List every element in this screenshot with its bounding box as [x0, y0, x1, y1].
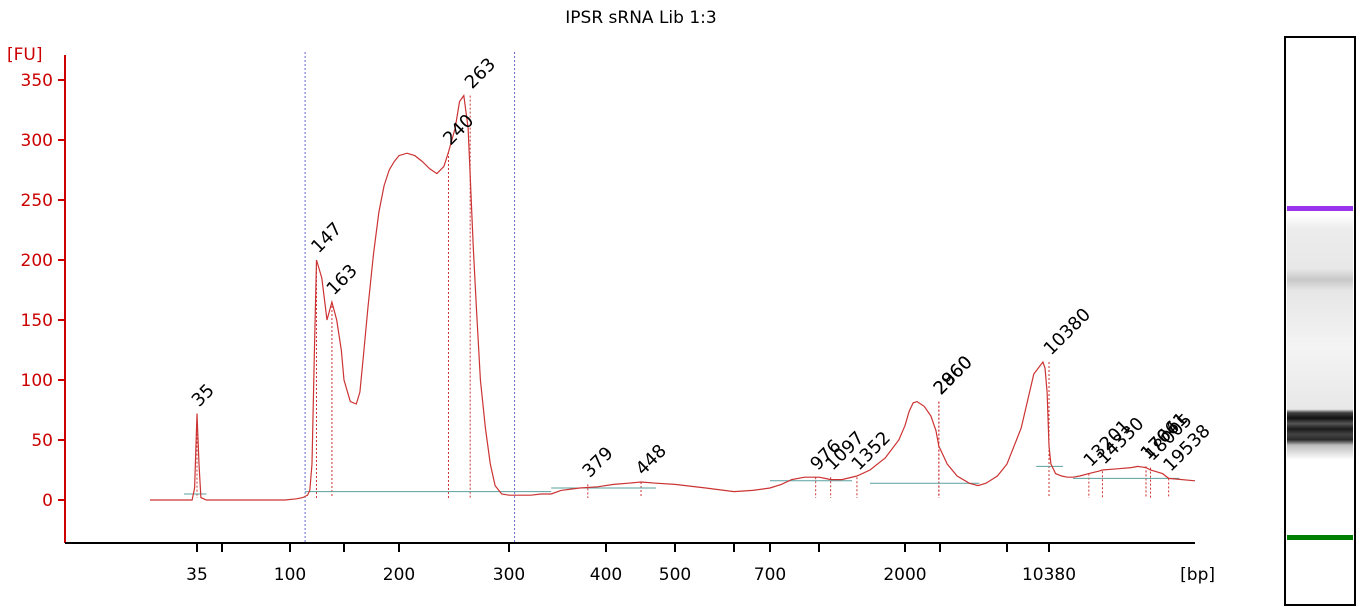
- y-axis: 0 50 100 150 200 250 300 350: [21, 55, 66, 543]
- x-tick-label: 2000: [883, 565, 926, 585]
- y-tick-label: 100: [21, 371, 53, 391]
- y-tick-label: 50: [31, 431, 53, 451]
- peak-label: 2960: [930, 352, 977, 399]
- upper-marker-band: [1287, 206, 1353, 211]
- y-tick-label: 0: [42, 491, 53, 511]
- plot-area: [150, 94, 1196, 501]
- x-tick-label: 200: [383, 565, 415, 585]
- peak-drop-lines: [196, 95, 1170, 498]
- x-tick-label: 35: [186, 565, 208, 585]
- x-tick-label: 10380: [1022, 565, 1076, 585]
- lower-marker-band: [1287, 535, 1353, 540]
- gel-lane: [1284, 36, 1356, 606]
- x-tick-label: 300: [493, 565, 525, 585]
- y-tick-label: 200: [21, 251, 53, 271]
- x-tick-label: 700: [754, 565, 786, 585]
- y-tick-label: 350: [21, 71, 53, 91]
- peak-label: 240: [439, 110, 478, 149]
- peak-label: 147: [307, 218, 346, 257]
- region-markers: [304, 52, 516, 543]
- y-tick-label: 250: [21, 191, 53, 211]
- x-axis: 35 100 200 300 400 500 700 2000 10380: [65, 542, 1195, 585]
- y-axis-label: [FU]: [7, 45, 43, 65]
- peak-label: 379: [579, 443, 618, 482]
- x-tick-label: 400: [590, 565, 622, 585]
- x-tick-label: 100: [274, 565, 306, 585]
- peak-label: 163: [323, 260, 362, 299]
- x-tick-label: 500: [659, 565, 691, 585]
- x-axis-label: [bp]: [1180, 565, 1215, 585]
- peak-label: 35: [188, 380, 219, 411]
- y-tick-label: 300: [21, 131, 53, 151]
- peak-label: 10380: [1040, 304, 1095, 359]
- chart-title: IPSR sRNA Lib 1:3: [565, 8, 716, 28]
- gel-lane-bands: [1287, 150, 1353, 510]
- y-tick-label: 150: [21, 311, 53, 331]
- peak-label: 263: [461, 54, 500, 93]
- peak-baselines: [184, 465, 1180, 495]
- trace-line: [150, 94, 1196, 501]
- peak-label: 448: [632, 440, 671, 479]
